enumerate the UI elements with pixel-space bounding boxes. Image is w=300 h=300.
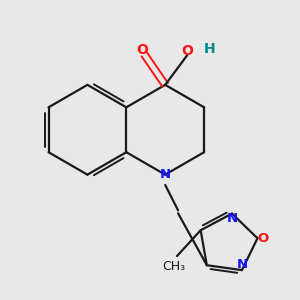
Text: O: O: [136, 43, 148, 57]
Text: O: O: [258, 232, 269, 245]
Text: N: N: [237, 259, 248, 272]
Text: H: H: [204, 42, 216, 56]
Text: O: O: [182, 44, 194, 58]
Text: N: N: [160, 168, 171, 181]
Text: CH₃: CH₃: [163, 260, 186, 273]
Text: N: N: [227, 212, 238, 225]
